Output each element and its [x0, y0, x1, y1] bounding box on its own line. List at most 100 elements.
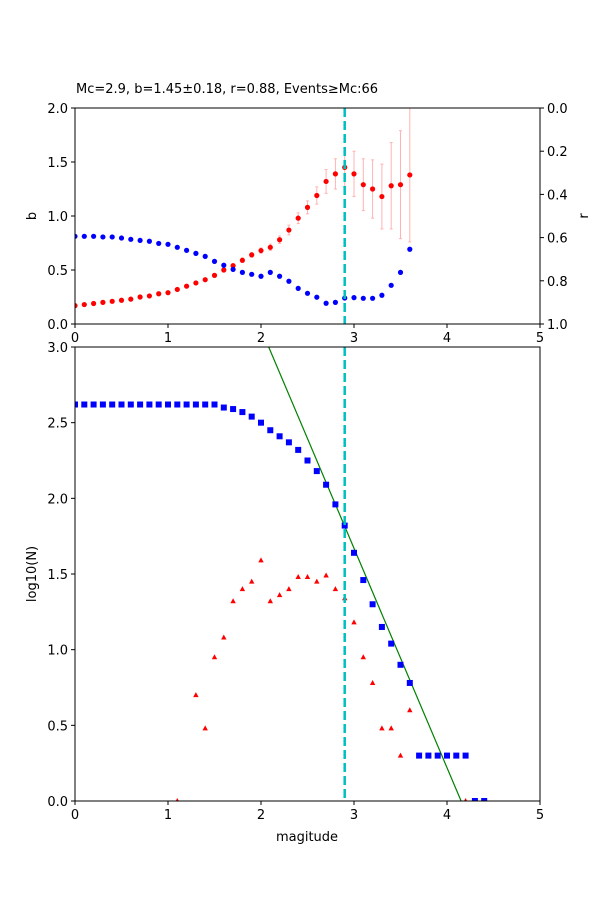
noncumulative-point — [230, 598, 236, 604]
x-tick-label: 5 — [536, 331, 544, 346]
b-value-point — [146, 293, 152, 299]
noncumulative-point — [332, 586, 339, 592]
b-value-point — [202, 277, 208, 283]
noncumulative-point — [463, 798, 468, 801]
y-tick-label: 0.0 — [47, 318, 68, 333]
cumulative-point — [90, 401, 97, 408]
cumulative-point — [462, 752, 469, 759]
cumulative-point — [118, 401, 125, 408]
y-tick-label: 2.0 — [47, 492, 68, 507]
top-right-y-axis-label: r — [577, 213, 592, 219]
cumulative-point — [183, 401, 190, 408]
r-value-point — [379, 292, 385, 298]
x-tick-label: 1 — [164, 808, 172, 823]
r-value-point — [304, 290, 311, 296]
r-value-point — [277, 273, 283, 279]
right-y-tick-label: 0.0 — [547, 102, 568, 117]
noncumulative-point — [407, 707, 413, 713]
cumulative-point — [444, 752, 450, 759]
r-value-point — [239, 269, 245, 275]
right-y-tick-label: 1.0 — [547, 318, 568, 333]
cumulative-point — [434, 752, 441, 759]
noncumulative-point — [388, 725, 394, 731]
r-value-point — [118, 235, 125, 241]
r-value-point — [370, 295, 376, 301]
cumulative-point — [481, 798, 488, 801]
r-value-point — [137, 237, 143, 244]
b-value-point — [109, 298, 115, 304]
noncumulative-point — [221, 634, 227, 640]
noncumulative-point — [239, 586, 246, 592]
r-value-point — [314, 294, 320, 300]
r-value-point — [388, 282, 394, 288]
r-value-point — [332, 299, 338, 305]
noncumulative-point — [397, 752, 404, 758]
cumulative-point — [109, 401, 116, 408]
bottom-y-axis-label: log10(N) — [25, 546, 40, 602]
r-value-point — [249, 271, 255, 277]
r-value-point — [295, 285, 301, 291]
right-y-tick-label: 0.4 — [547, 188, 568, 203]
noncumulative-point — [276, 592, 283, 598]
b-value-point — [118, 297, 125, 303]
r-value-point — [184, 247, 190, 253]
right-y-tick-label: 0.8 — [547, 275, 568, 290]
gutenberg-richter-fit-line — [268, 347, 462, 801]
r-value-point — [211, 258, 218, 264]
top-axes: 0 1 2 3 4 5 0.0 0.5 1.0 1.5 2.0 0.0 0.2 0.4 0.6 0.8 1.0 — [47, 102, 567, 346]
r-value-point — [351, 295, 357, 301]
b-value-point — [370, 186, 376, 192]
r-value-point — [202, 253, 208, 259]
x-tick-label: 5 — [536, 808, 544, 823]
cumulative-point — [388, 640, 395, 647]
noncumulative-point — [304, 574, 311, 580]
r-value-point — [397, 269, 404, 275]
noncumulative-point — [369, 679, 376, 685]
cumulative-point — [351, 549, 357, 556]
y-tick-label: 3.0 — [47, 341, 68, 356]
x-tick-label: 2 — [257, 808, 265, 823]
cumulative-point — [248, 413, 255, 420]
noncumulative-point — [360, 654, 366, 660]
bottom-x-axis-label: magitude — [276, 830, 338, 845]
cumulative-point — [239, 409, 246, 416]
x-tick-label: 2 — [257, 331, 265, 346]
cumulative-point — [192, 401, 199, 408]
b-value-point — [100, 299, 106, 305]
y-tick-label: 0.5 — [47, 264, 68, 279]
noncumulative-point — [211, 654, 218, 660]
cumulative-point — [360, 577, 367, 584]
noncumulative-point — [379, 725, 385, 731]
b-value-point — [314, 192, 320, 199]
b-value-point — [211, 272, 218, 278]
b-value-point — [184, 283, 190, 289]
r-value-point — [156, 240, 162, 247]
axes-frame — [74, 346, 541, 802]
b-value-point — [258, 247, 264, 254]
cumulative-point — [332, 501, 339, 508]
noncumulative-point — [286, 586, 292, 592]
cumulative-point — [416, 752, 423, 759]
top-y-axis-label: b — [25, 212, 40, 220]
cumulative-point — [127, 401, 134, 408]
noncumulative-point — [193, 692, 199, 698]
x-tick-label: 3 — [350, 808, 358, 823]
cumulative-point — [453, 752, 460, 759]
x-tick-label: 0 — [71, 331, 79, 346]
cumulative-point — [397, 661, 404, 668]
r-value-point — [360, 295, 366, 301]
b-value-point — [193, 280, 199, 286]
y-tick-label: 2.5 — [47, 417, 68, 432]
y-tick-label: 1.5 — [47, 156, 68, 171]
cumulative-point — [230, 406, 237, 413]
cumulative-point — [137, 401, 144, 408]
b-value-point — [351, 171, 357, 177]
cumulative-point — [75, 401, 78, 408]
b-value-point — [91, 300, 97, 307]
cumulative-point — [341, 522, 348, 529]
x-tick-label: 4 — [443, 808, 451, 823]
r-value-point — [165, 241, 171, 247]
noncumulative-point — [175, 798, 179, 801]
right-y-tick-label: 0.6 — [547, 232, 568, 247]
